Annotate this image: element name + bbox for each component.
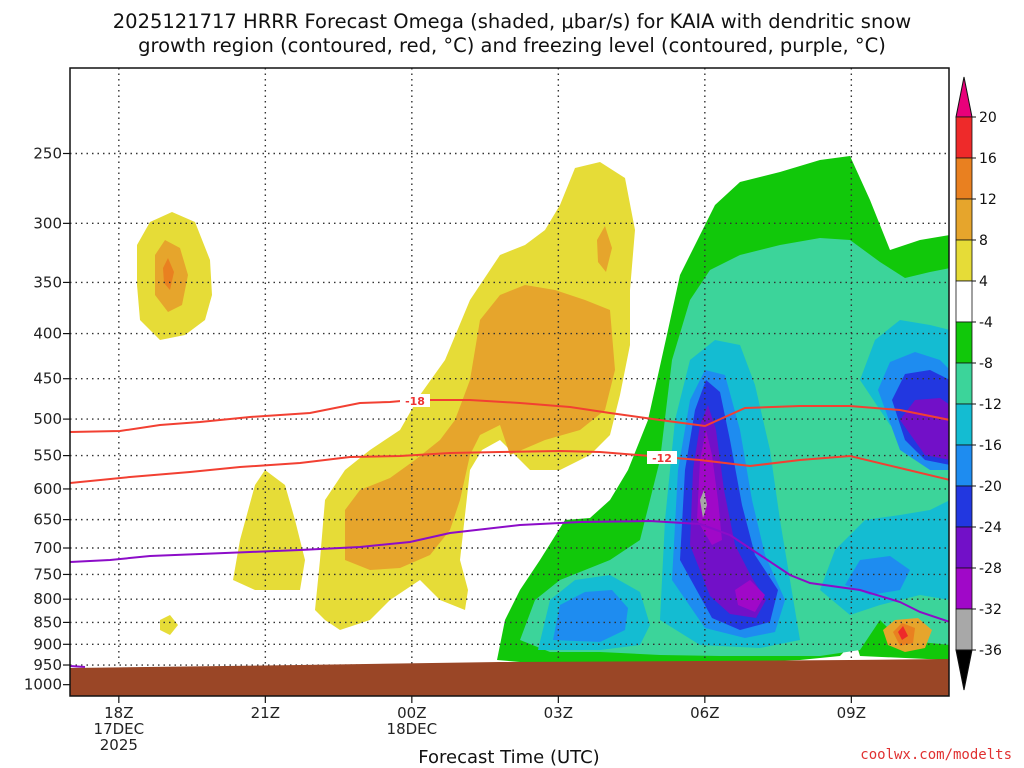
colorbar-band: [955, 157, 973, 200]
freezing-level-surface-segment: [70, 665, 86, 668]
credit-text: coolwx.com/modelts: [860, 747, 1012, 763]
colorbar-legend: 20 16 12 8 4 -4 -8 -12 -16 -20 -24 -28 -32 -36: [955, 76, 1002, 691]
y-tick-label: 550: [33, 447, 62, 465]
colorbar-band: [955, 116, 973, 159]
omega-region-m20: [680, 370, 949, 630]
dgz-contour-label-minus18: -18: [405, 395, 425, 408]
y-tick-label: 850: [33, 613, 62, 631]
x-tick-label: 21Z: [251, 704, 280, 722]
colorbar-tick-label: -28: [979, 561, 1002, 577]
omega-region-p8: [155, 226, 932, 652]
colorbar-tick-label: -4: [979, 315, 993, 331]
x-tick-label: 17DEC: [94, 720, 145, 738]
x-tick-label: 06Z: [690, 704, 719, 722]
y-tick-label: 250: [33, 144, 62, 162]
chart-title-line-1: 2025121717 HRRR Forecast Omega (shaded, …: [113, 10, 911, 33]
omega-region-m28: [697, 430, 765, 612]
colorbar-tick-label: -16: [979, 438, 1002, 454]
dgz-contour-label-minus12: -12: [652, 452, 672, 465]
colorbar-band: [955, 608, 973, 651]
dgz-label-bg-12: [647, 451, 677, 464]
y-tick-label: 500: [33, 410, 62, 428]
y-tick-label: 650: [33, 511, 62, 529]
y-tick-label: 350: [33, 273, 62, 291]
dgz-label-bg-18: [400, 394, 430, 407]
colorbar-tick-label: 16: [979, 151, 997, 167]
colorbar-tick-label: -32: [979, 602, 1002, 618]
y-axis-pressure: 250 300 350 400 450 500 550 600 650 700 750 800 850 9…: [24, 144, 70, 694]
y-tick-label: 900: [33, 635, 62, 653]
colorbar-tick-label: -36: [979, 643, 1002, 659]
omega-region-m24: [690, 398, 949, 618]
y-tick-label: 700: [33, 539, 62, 557]
dgz-contour-minus12: [70, 449, 949, 484]
omega-region-m16: [553, 352, 949, 642]
omega-region-p4: [137, 162, 635, 635]
colorbar-band: [955, 444, 973, 487]
x-axis-label: Forecast Time (UTC): [418, 747, 599, 768]
colorbar-tick-label: -24: [979, 520, 1002, 536]
y-tick-label: 950: [33, 656, 62, 674]
ground-terrain: [70, 659, 949, 696]
colorbar-band: [955, 198, 973, 241]
colorbar-band: [955, 567, 973, 610]
colorbar-band: [955, 362, 973, 405]
y-tick-label: 450: [33, 370, 62, 388]
freezing-level-contour: [70, 519, 949, 623]
x-tick-label: 2025: [100, 736, 138, 754]
colorbar-band: [955, 485, 973, 528]
omega-region-p16: [898, 626, 908, 640]
x-tick-label: 18Z: [104, 704, 133, 722]
x-tick-label: 09Z: [837, 704, 866, 722]
plot-content: -18 -12: [70, 68, 949, 696]
y-tick-label: 750: [33, 565, 62, 583]
chart-title-line-2: growth region (contoured, red, °C) and f…: [138, 34, 886, 57]
colorbar-band: [955, 321, 973, 364]
colorbar-band: [955, 239, 973, 282]
colorbar-tick-label: -12: [979, 397, 1002, 413]
plot-border: [69, 67, 950, 697]
y-tick-label: 400: [33, 325, 62, 343]
colorbar-bottom-arrow: [955, 649, 973, 691]
colorbar-band: [955, 403, 973, 446]
dgz-contour-minus18: [70, 399, 949, 433]
colorbar-band: [955, 526, 973, 569]
y-tick-label: 1000: [24, 676, 62, 694]
y-tick-label: 600: [33, 480, 62, 498]
y-tick-label: 800: [33, 590, 62, 608]
colorbar-top-arrow: [955, 76, 973, 118]
colorbar-tick-label: 12: [979, 192, 997, 208]
colorbar-tick-label: -8: [979, 356, 993, 372]
colorbar-tick-label: 8: [979, 233, 988, 249]
colorbar-tick-label: 4: [979, 274, 988, 290]
x-tick-label: 18DEC: [387, 720, 438, 738]
y-tick-label: 300: [33, 214, 62, 232]
colorbar-tick-label: -20: [979, 479, 1002, 495]
colorbar-tick-label: 20: [979, 110, 997, 126]
x-tick-label: 00Z: [397, 704, 426, 722]
x-tick-label: 03Z: [544, 704, 573, 722]
colorbar-band: [955, 280, 973, 323]
